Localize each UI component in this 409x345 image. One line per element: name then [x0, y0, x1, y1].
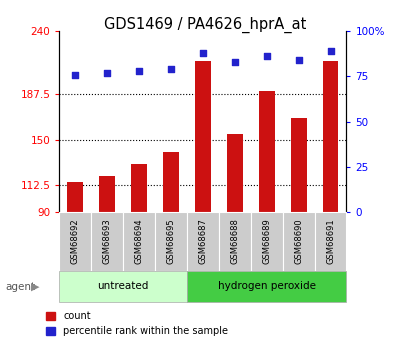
Bar [258, 91, 274, 212]
Point [104, 70, 110, 76]
Point [167, 66, 174, 72]
Bar [91, 212, 123, 271]
Bar [290, 118, 306, 212]
Bar [282, 212, 314, 271]
Text: GSM68688: GSM68688 [230, 219, 239, 264]
Text: agent: agent [5, 282, 35, 292]
Point [326, 48, 333, 54]
Bar [99, 176, 115, 212]
Point [263, 54, 270, 59]
Bar [314, 212, 346, 271]
Text: hydrogen peroxide: hydrogen peroxide [217, 282, 315, 291]
Bar [195, 61, 210, 212]
Point [199, 50, 206, 56]
Bar [250, 212, 282, 271]
Bar [187, 212, 218, 271]
Text: GSM68693: GSM68693 [103, 219, 112, 264]
Bar [322, 61, 338, 212]
Bar [59, 271, 187, 302]
Legend: count, percentile rank within the sample: count, percentile rank within the sample [42, 307, 231, 340]
Bar [218, 212, 250, 271]
Text: GSM68694: GSM68694 [134, 219, 143, 264]
Text: GSM68687: GSM68687 [198, 219, 207, 264]
Bar [67, 182, 83, 212]
Point [135, 68, 142, 74]
Text: GDS1469 / PA4626_hprA_at: GDS1469 / PA4626_hprA_at [103, 17, 306, 33]
Bar [187, 271, 346, 302]
Bar [226, 134, 242, 212]
Bar [59, 212, 91, 271]
Text: GSM68689: GSM68689 [262, 219, 271, 264]
Bar [131, 164, 147, 212]
Text: GSM68690: GSM68690 [293, 219, 302, 264]
Bar [123, 212, 155, 271]
Text: untreated: untreated [97, 282, 148, 291]
Text: ▶: ▶ [31, 282, 39, 292]
Point [72, 72, 79, 77]
Point [231, 59, 238, 65]
Text: GSM68692: GSM68692 [71, 219, 80, 264]
Bar [155, 212, 187, 271]
Text: GSM68691: GSM68691 [325, 219, 334, 264]
Point [294, 57, 301, 63]
Bar [163, 152, 179, 212]
Text: GSM68695: GSM68695 [166, 219, 175, 264]
